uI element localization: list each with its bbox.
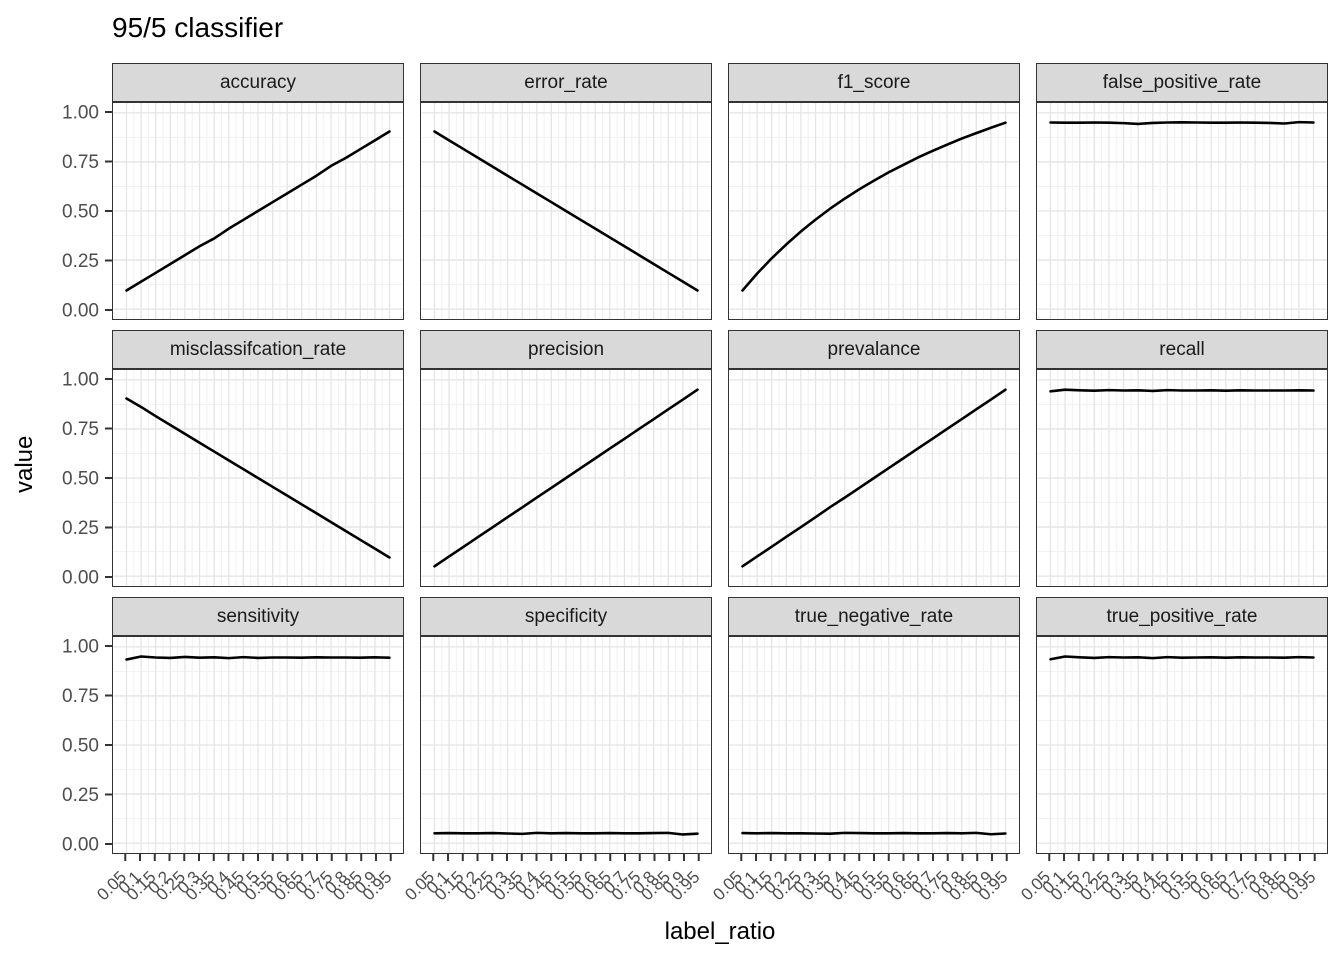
facet-strip-label: misclassifcation_rate xyxy=(169,338,347,360)
x-axis: 0.050.10.150.20.250.30.350.40.450.50.550… xyxy=(93,854,1320,904)
facet-strip-label: accuracy xyxy=(219,71,297,93)
facet-panel-prevalance xyxy=(728,369,1020,587)
line-series-error_rate xyxy=(433,130,699,292)
line-series-sensitivity xyxy=(125,655,391,661)
facet-strip-label: true_negative_rate xyxy=(794,605,954,627)
facet-panel-sensitivity xyxy=(112,636,404,854)
line-series-specificity xyxy=(433,831,699,836)
y-tick-label: 0.75 xyxy=(62,419,99,440)
x-axis-title: label_ratio xyxy=(664,918,776,945)
facet-strip-recall: recall xyxy=(1036,330,1328,369)
facet-panel-misclassifcation_rate xyxy=(112,369,404,587)
facet-strip-prevalance: prevalance xyxy=(728,330,1020,369)
chart-title: 95/5 classifier xyxy=(112,12,284,43)
facet-strip-label: f1_score xyxy=(837,71,911,93)
facet-panel-accuracy xyxy=(112,102,404,320)
facet-strip-label: precision xyxy=(527,338,605,360)
y-tick-label: 0.25 xyxy=(62,518,99,539)
y-tick-label: 0.50 xyxy=(62,202,99,223)
facet-strip-true_negative_rate: true_negative_rate xyxy=(728,597,1020,636)
line-series-false_positive_rate xyxy=(1049,120,1315,126)
facet-strip-label: error_rate xyxy=(524,71,608,93)
line-series-prevalance xyxy=(741,388,1007,568)
facet-strip-sensitivity: sensitivity xyxy=(112,597,404,636)
y-tick-label: 0.00 xyxy=(62,568,99,589)
line-series-recall xyxy=(1049,388,1315,393)
line-series-true_positive_rate xyxy=(1049,655,1315,661)
facet-panel-error_rate xyxy=(420,102,712,320)
facet-panel-false_positive_rate xyxy=(1036,102,1328,320)
facet-panel-specificity xyxy=(420,636,712,854)
y-tick-label: 1.00 xyxy=(62,637,99,658)
facet-panel-true_negative_rate xyxy=(728,636,1020,854)
facet-strip-error_rate: error_rate xyxy=(420,63,712,102)
facet-strip-false_positive_rate: false_positive_rate xyxy=(1036,63,1328,102)
facet-panel-true_positive_rate xyxy=(1036,636,1328,854)
facet-strip-label: prevalance xyxy=(827,338,921,360)
facet-strip-accuracy: accuracy xyxy=(112,63,404,102)
y-axis: 1.00 0.75 0.50 0.25 0.00 1.00 0.75 0.50 0.25 0.00… xyxy=(62,103,112,856)
facet-strip-label: specificity xyxy=(524,605,608,627)
facet-strip-true_positive_rate: true_positive_rate xyxy=(1036,597,1328,636)
line-series-f1_score xyxy=(741,121,1007,292)
facet-strip-label: recall xyxy=(1159,338,1205,360)
y-tick-label: 0.25 xyxy=(62,785,99,806)
facet-strip-misclassifcation_rate: misclassifcation_rate xyxy=(112,330,404,369)
facet-strip-label: false_positive_rate xyxy=(1102,71,1262,93)
line-series-accuracy xyxy=(125,130,391,292)
facet-strip-f1_score: f1_score xyxy=(728,63,1020,102)
y-tick-label: 1.00 xyxy=(62,370,99,391)
facet-strip-label: sensitivity xyxy=(216,605,300,627)
y-tick-label: 0.25 xyxy=(62,251,99,272)
line-series-true_negative_rate xyxy=(741,831,1007,836)
facet-strip-specificity: specificity xyxy=(420,597,712,636)
y-tick-label: 1.00 xyxy=(62,103,99,124)
y-tick-label: 0.75 xyxy=(62,686,99,707)
facet-panel-recall xyxy=(1036,369,1328,587)
facet-strip-label: true_positive_rate xyxy=(1106,605,1258,627)
line-series-precision xyxy=(433,388,699,568)
y-tick-label: 0.00 xyxy=(62,301,99,322)
y-tick-label: 0.50 xyxy=(62,469,99,490)
line-series-misclassifcation_rate xyxy=(125,397,391,559)
facet-panel-precision xyxy=(420,369,712,587)
facet-strip-precision: precision xyxy=(420,330,712,369)
y-tick-label: 0.00 xyxy=(62,835,99,856)
y-tick-label: 0.75 xyxy=(62,152,99,173)
y-tick-label: 0.50 xyxy=(62,736,99,757)
facet-panel-f1_score xyxy=(728,102,1020,320)
